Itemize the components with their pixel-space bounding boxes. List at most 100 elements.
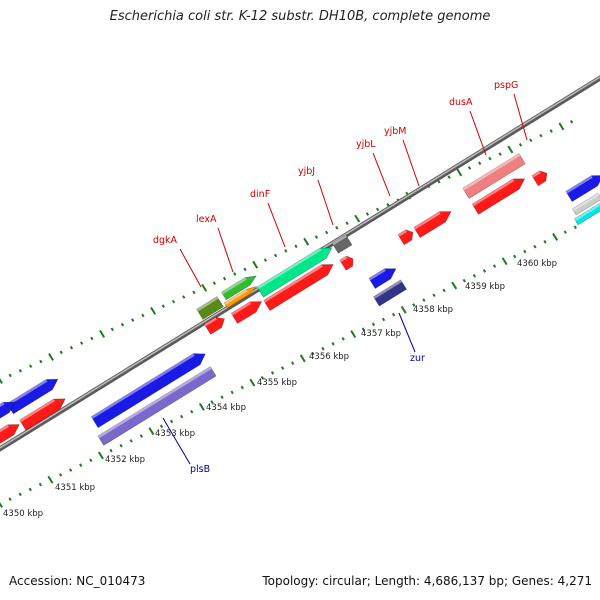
feature-red-7 [397,229,414,246]
tick-row-bottom [291,361,295,366]
feature-red-8-body [413,211,452,239]
feature-red-9-body [471,178,526,215]
tick-row-bottom [169,419,174,424]
tick-row-top [150,306,157,315]
feature-zur-blue-body [368,268,397,289]
gene-label-yjbM: yjbM [384,126,407,137]
tick-row-top [467,166,472,170]
gene-label-lexA: lexA [196,214,217,225]
tick-row-bottom [129,439,133,443]
feature-blue-left [6,378,59,415]
tick-row-top [507,145,514,154]
tick-row-bottom [69,468,73,472]
tick-row-top [0,378,3,384]
tick-row-top [233,272,237,276]
feature-yjbJ-shine [332,234,347,246]
feature-dgkA-body [196,296,224,320]
feature-red-2-body [19,398,66,431]
tick-row-top [263,258,268,262]
tick-row-top [376,207,380,212]
ruler-label: 4354 kbp [206,403,246,413]
tick-row-bottom [18,492,22,497]
map-labels: 4350 kbp 4351 kbp 4352 kbp 4353 kbp 4354 kbp… [3,80,557,519]
feature-zur-shine [373,279,403,299]
tick-row-top [99,329,106,338]
tick-row-bottom [190,409,194,414]
feature-red-2-shine [19,399,55,423]
tick-row-top [558,122,565,131]
feature-dusA-body [462,153,526,199]
feature-zur-blue-shine [368,268,386,281]
tick-row-top [120,322,125,327]
tick-row-bottom [350,330,357,339]
feature-plsB-blue-body [90,353,206,429]
ruler-label: 4358 kbp [413,305,453,315]
tick-row-bottom [451,281,458,290]
tick-row-top [18,368,23,373]
tick-row-bottom [341,337,345,341]
tick-row-bottom [381,317,386,322]
gene-label-zur: zur [410,353,425,364]
tick-row-top [161,304,165,309]
tick-row-top [69,345,74,350]
tick-row-bottom [249,378,256,387]
tick-row-top [447,175,451,179]
feature-red-10-body [531,170,548,187]
tick-row-bottom [299,354,306,363]
tick-row-bottom [492,264,497,268]
gene-label-dinF: dinF [250,189,270,200]
tick-row-top [243,267,247,272]
tick-row-bottom [28,487,32,492]
tick-row-bottom [361,327,365,332]
tick-row-bottom [270,371,275,375]
tick-row-top [171,299,176,304]
tick-row-bottom [501,257,508,266]
leader-dinF [267,202,286,248]
feature-yjbJ [331,234,353,254]
tick-row-top [498,152,502,156]
tick-row-bottom [220,395,224,399]
feature-gray-right-body [571,192,600,216]
ruler-label: 4359 kbp [465,282,505,292]
tick-row-top [294,244,298,249]
tick-row-bottom [543,240,547,244]
tick-row-bottom [119,443,123,448]
feature-yjbJ-body [331,234,353,254]
feature-red-6-body [339,255,354,271]
tick-row-top [539,133,543,138]
feature-red-4 [230,301,263,324]
tick-row-bottom [331,341,335,346]
feature-red-1-body [0,424,20,449]
tick-row-top [212,281,216,285]
tick-row-bottom [400,305,407,314]
tick-row-top [182,295,186,299]
feature-zur-blue [368,268,397,289]
tick-row-bottom [38,482,43,487]
tick-row-top [386,202,390,207]
tick-row-top [569,119,574,124]
tick-row-top [345,221,349,226]
feature-dusA [462,153,526,199]
tick-row-bottom [391,312,396,317]
leader-plsB [162,417,191,465]
gene-features [0,153,600,449]
tick-row-top [549,129,553,133]
feature-zur [373,279,407,307]
tick-row-bottom [552,233,559,241]
leader-pspG [513,93,528,141]
feature-red-7-body [397,229,414,246]
feature-cyan-right-shine [574,203,600,222]
feature-red-9 [471,178,526,215]
feature-red-4-body [230,301,263,324]
leader-zur [398,312,416,353]
feature-red-3-shine [204,317,217,327]
tick-row-top [252,260,259,269]
feature-lexA [221,275,257,301]
ruler-label: 4360 kbp [517,259,557,269]
feature-red-3 [203,317,225,335]
feature-zur-body [373,279,407,307]
gene-label-dusA: dusA [449,97,473,108]
feature-red-2 [19,398,66,431]
tick-marks [0,119,577,508]
